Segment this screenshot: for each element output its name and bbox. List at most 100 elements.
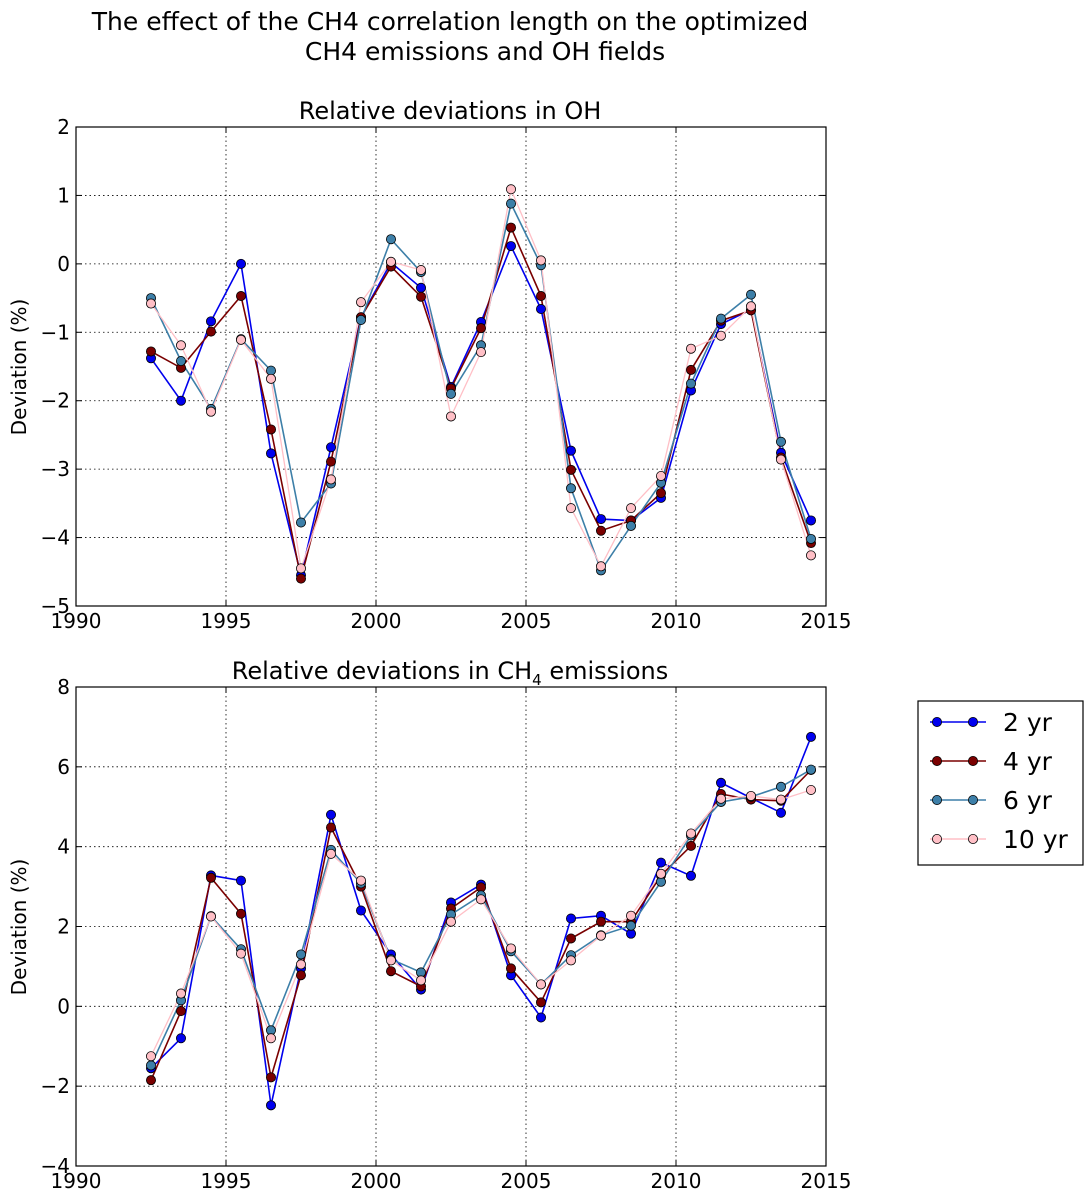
oh-data-point-10yr bbox=[475, 347, 486, 358]
ch4-emission-deviation-chart: Relative deviations in CH4 emissions Dev… bbox=[7, 657, 851, 1193]
y-tick-label: 8 bbox=[57, 675, 70, 699]
ch4-series-line-10yr bbox=[150, 789, 812, 1057]
ch4-chart-title-subscript: 4 bbox=[532, 671, 542, 689]
legend-label-10yr: 10 yr bbox=[1003, 825, 1069, 854]
oh-data-point-2yr bbox=[325, 442, 336, 453]
y-tick-label: 6 bbox=[57, 755, 70, 779]
oh-series-line-6yr bbox=[150, 201, 812, 573]
y-tick-label: −2 bbox=[41, 1074, 70, 1098]
oh-chart-gridlines bbox=[76, 127, 826, 606]
oh-data-point-4yr bbox=[205, 326, 216, 337]
legend: 2 yr 4 yr 6 yr 10 yr bbox=[917, 700, 1084, 866]
oh-data-point-4yr bbox=[536, 291, 547, 302]
oh-data-point-2yr bbox=[596, 514, 607, 525]
oh-data-point-4yr bbox=[566, 464, 577, 475]
x-tick-label: 1995 bbox=[201, 1169, 252, 1193]
ch4-data-point-2yr bbox=[536, 1012, 547, 1023]
figure-title-line-1: The effect of the CH4 correlation length… bbox=[91, 7, 808, 36]
y-tick-label: −3 bbox=[41, 457, 70, 481]
oh-data-point-10yr bbox=[596, 561, 607, 572]
legend-box bbox=[917, 700, 1084, 866]
oh-data-point-10yr bbox=[385, 256, 396, 267]
ch4-chart-title-main: Relative deviations in CH bbox=[232, 657, 532, 685]
ch4-data-point-2yr bbox=[325, 809, 336, 820]
ch4-data-point-4yr bbox=[145, 1075, 156, 1086]
y-tick-label: 0 bbox=[57, 252, 70, 276]
ch4-data-point-2yr bbox=[265, 1100, 276, 1111]
oh-data-point-2yr bbox=[505, 241, 516, 252]
oh-data-point-10yr bbox=[686, 343, 697, 354]
oh-data-point-2yr bbox=[566, 445, 577, 456]
oh-deviation-chart: Relative deviations in OH Deviation (%) … bbox=[7, 97, 851, 633]
oh-data-point-4yr bbox=[265, 424, 276, 435]
ch4-data-point-2yr bbox=[566, 913, 577, 924]
y-tick-label: −2 bbox=[41, 389, 70, 413]
legend-marker-2yr bbox=[968, 717, 979, 728]
ch4-chart-y-axis-label: Deviation (%) bbox=[7, 859, 31, 996]
oh-data-point-6yr bbox=[505, 198, 516, 209]
y-tick-label: −1 bbox=[41, 320, 70, 344]
oh-chart-plot-frame bbox=[75, 126, 827, 607]
ch4-data-point-2yr bbox=[355, 905, 366, 916]
ch4-data-point-10yr bbox=[475, 894, 486, 905]
oh-data-point-4yr bbox=[596, 525, 607, 536]
ch4-data-point-4yr bbox=[596, 916, 607, 927]
ch4-data-point-10yr bbox=[686, 828, 697, 839]
oh-data-point-4yr bbox=[235, 291, 246, 302]
figure-title-line-2: CH4 emissions and OH fields bbox=[305, 37, 665, 66]
oh-data-point-4yr bbox=[686, 364, 697, 375]
ch4-data-point-10yr bbox=[145, 1051, 156, 1062]
x-tick-label: 2000 bbox=[351, 609, 402, 633]
y-tick-label: −4 bbox=[41, 526, 70, 550]
ch4-data-point-4yr bbox=[205, 872, 216, 883]
ch4-data-point-10yr bbox=[806, 784, 817, 795]
ch4-data-point-4yr bbox=[385, 966, 396, 977]
legend-marker-2yr bbox=[932, 717, 943, 728]
y-tick-label: −5 bbox=[41, 594, 70, 618]
oh-data-point-10yr bbox=[566, 503, 577, 514]
oh-chart-y-axis-label: Deviation (%) bbox=[7, 299, 31, 436]
oh-data-point-10yr bbox=[505, 184, 516, 195]
oh-data-point-10yr bbox=[175, 340, 186, 351]
oh-data-point-2yr bbox=[536, 304, 547, 315]
oh-data-point-6yr bbox=[716, 313, 727, 324]
oh-data-point-10yr bbox=[746, 301, 757, 312]
oh-data-point-2yr bbox=[806, 515, 817, 526]
ch4-data-point-10yr bbox=[325, 848, 336, 859]
oh-data-point-10yr bbox=[355, 297, 366, 308]
oh-data-point-4yr bbox=[145, 346, 156, 357]
oh-data-point-2yr bbox=[175, 395, 186, 406]
legend-marker-6yr bbox=[932, 795, 943, 806]
oh-data-point-10yr bbox=[205, 406, 216, 417]
ch4-data-point-4yr bbox=[536, 997, 547, 1008]
oh-data-point-6yr bbox=[445, 388, 456, 399]
ch4-data-point-4yr bbox=[686, 840, 697, 851]
x-tick-label: 1990 bbox=[51, 1169, 102, 1193]
ch4-data-point-4yr bbox=[175, 1006, 186, 1017]
ch4-data-point-2yr bbox=[686, 870, 697, 881]
oh-data-point-4yr bbox=[656, 488, 667, 499]
ch4-series-line-2yr bbox=[150, 736, 812, 1106]
oh-data-point-10yr bbox=[145, 298, 156, 309]
ch4-data-point-10yr bbox=[235, 948, 246, 959]
ch4-data-point-6yr bbox=[145, 1060, 156, 1071]
ch4-data-point-10yr bbox=[776, 794, 787, 805]
ch4-data-point-10yr bbox=[626, 910, 637, 921]
oh-data-point-10yr bbox=[325, 474, 336, 485]
oh-data-point-10yr bbox=[776, 454, 787, 465]
oh-data-point-10yr bbox=[626, 503, 637, 514]
ch4-series-line-6yr bbox=[150, 768, 812, 1066]
oh-data-point-2yr bbox=[415, 282, 426, 293]
ch4-data-point-10yr bbox=[205, 911, 216, 922]
legend-items: 2 yr 4 yr 6 yr 10 yr bbox=[930, 708, 1069, 854]
y-tick-label: 4 bbox=[57, 835, 70, 859]
oh-series-line-10yr bbox=[150, 187, 812, 569]
oh-data-point-4yr bbox=[415, 291, 426, 302]
legend-label-6yr: 6 yr bbox=[1003, 786, 1053, 815]
oh-data-point-4yr bbox=[325, 456, 336, 467]
y-tick-label: −4 bbox=[41, 1154, 70, 1178]
ch4-data-point-10yr bbox=[295, 959, 306, 970]
ch4-data-point-2yr bbox=[235, 875, 246, 886]
ch4-data-point-10yr bbox=[746, 790, 757, 801]
